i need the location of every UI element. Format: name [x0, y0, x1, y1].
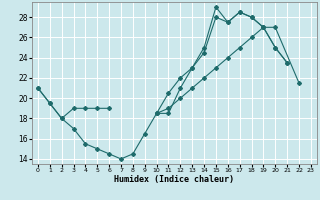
X-axis label: Humidex (Indice chaleur): Humidex (Indice chaleur) — [115, 175, 234, 184]
